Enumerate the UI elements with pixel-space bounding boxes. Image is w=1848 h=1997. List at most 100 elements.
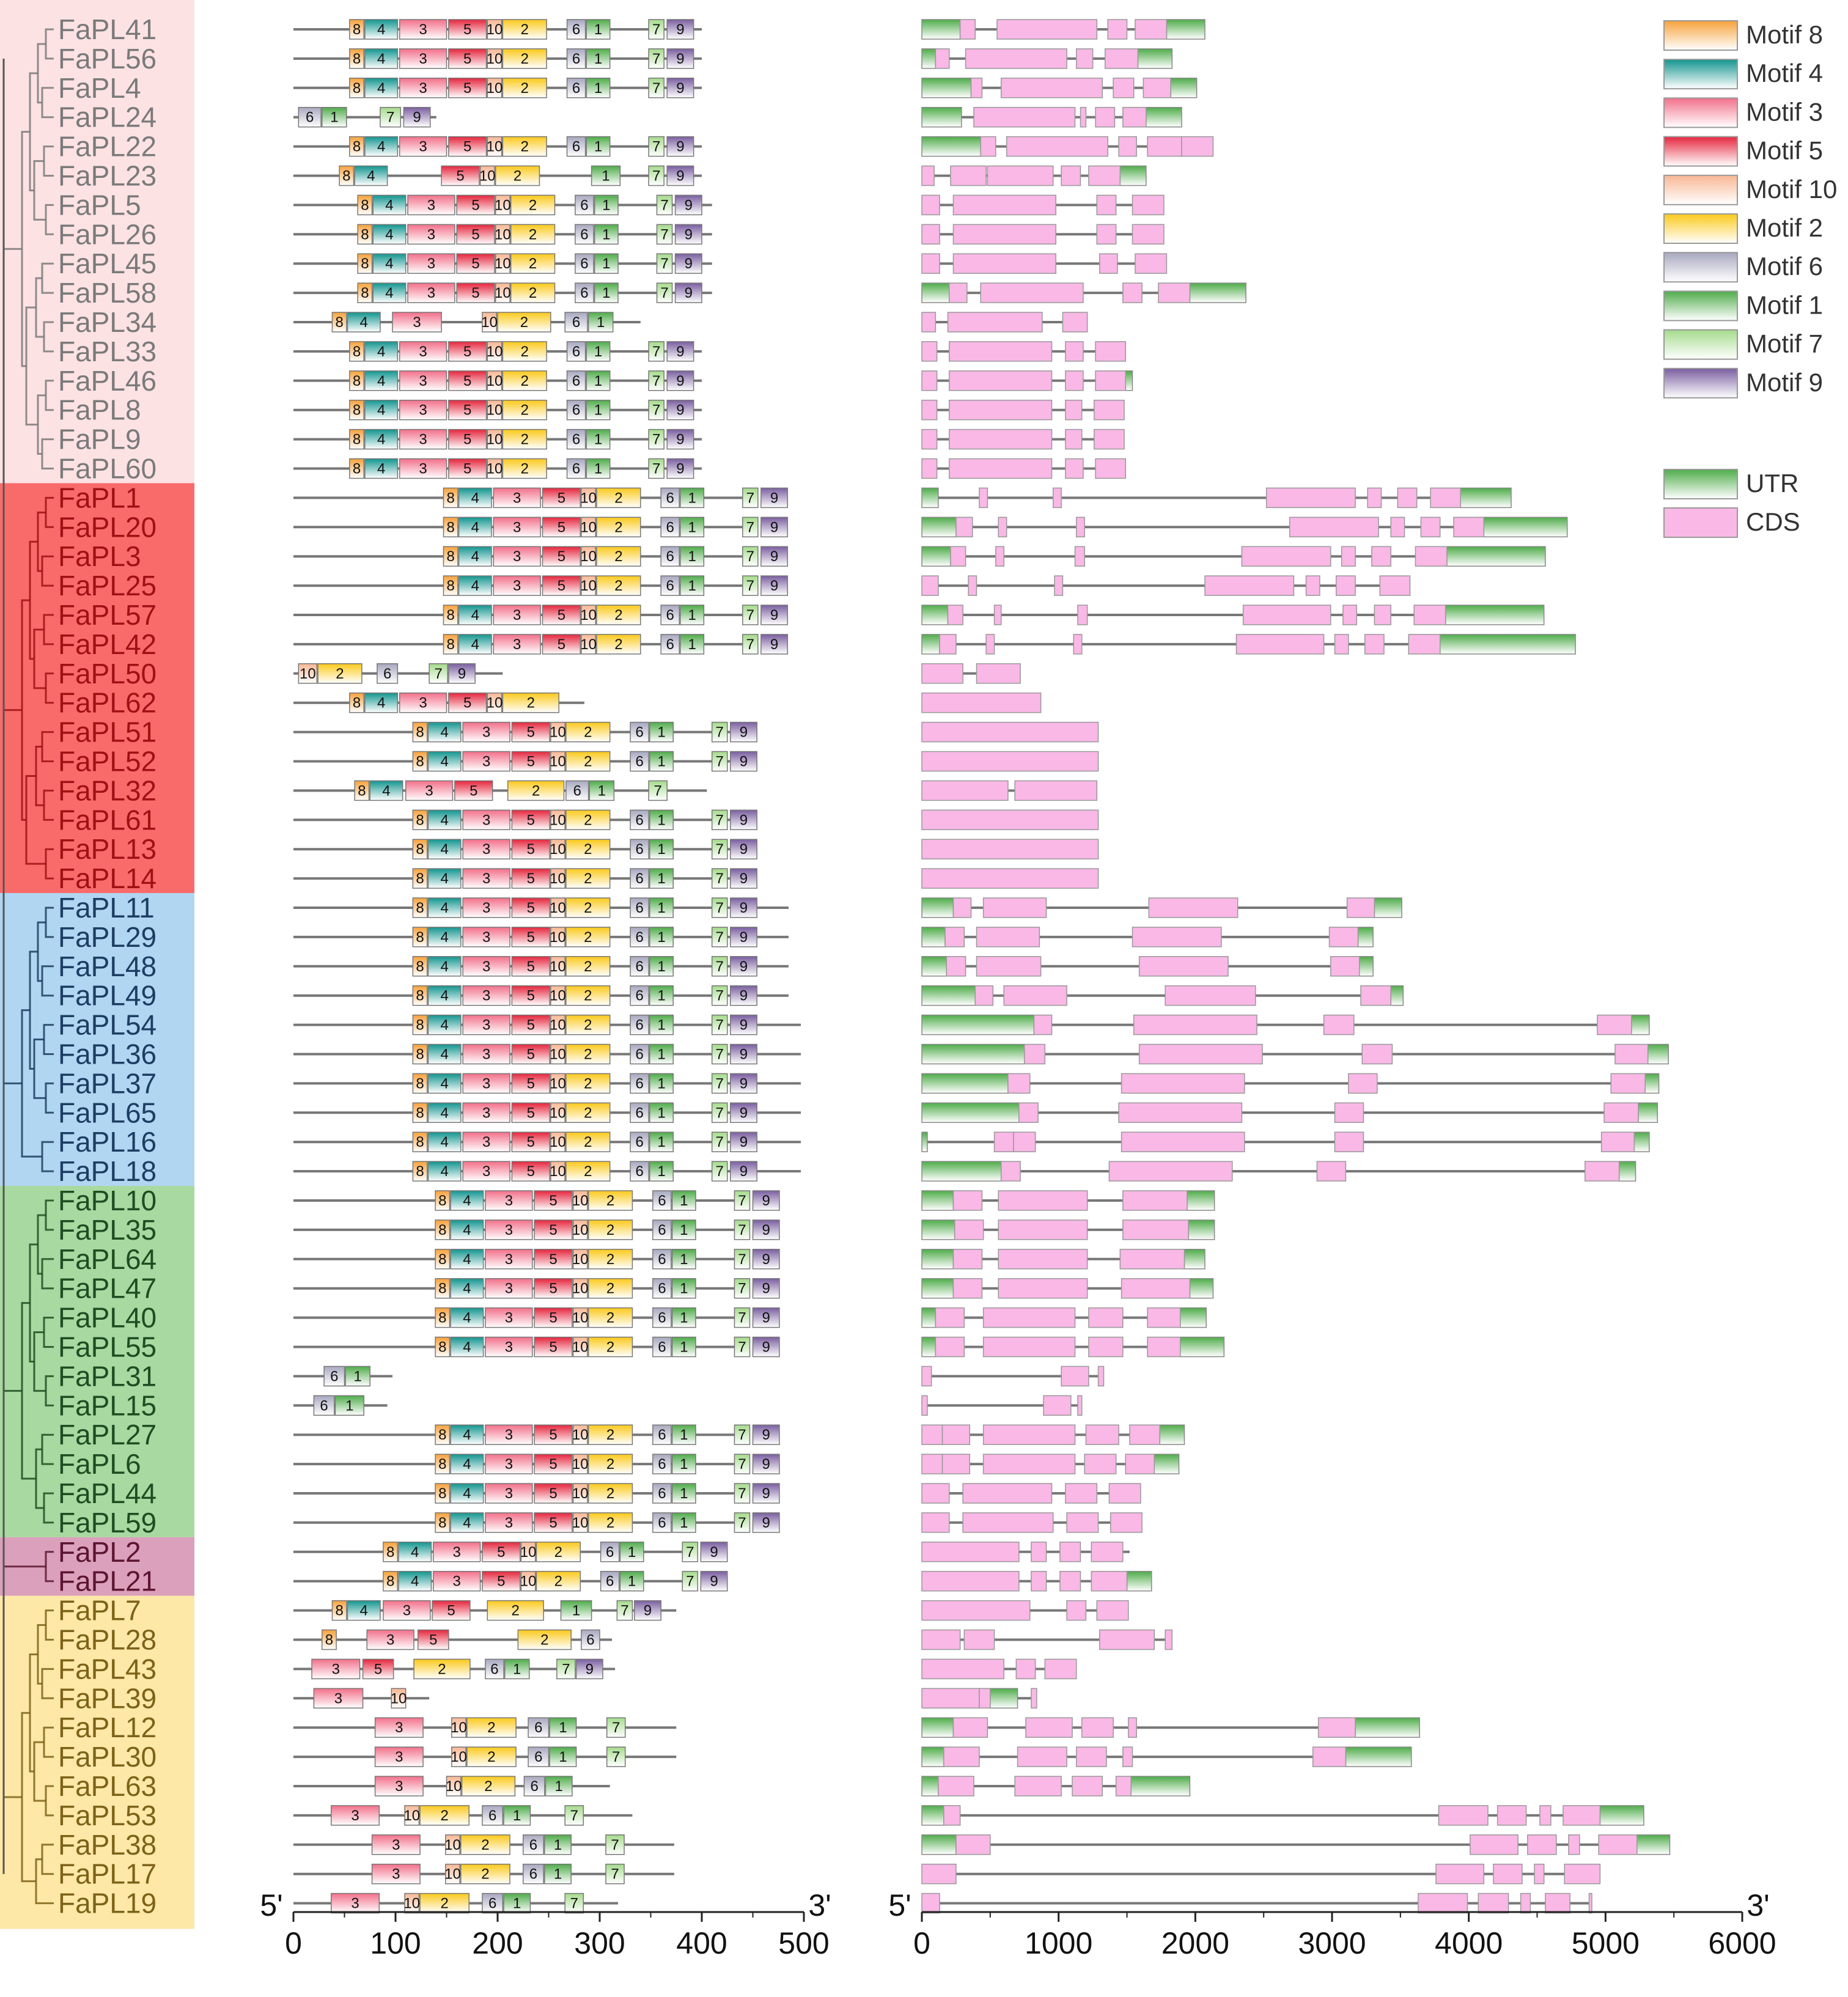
gene-label: FaPL49	[58, 980, 156, 1012]
cds-segment	[921, 809, 1099, 831]
motif-number: 10	[487, 80, 503, 97]
motif-number: 6	[580, 226, 588, 243]
motif-number: 4	[377, 51, 385, 67]
motif-box-9	[666, 341, 694, 362]
motif-number: 2	[512, 1603, 520, 1619]
motif-box-3	[462, 868, 510, 889]
motif-box-3	[374, 1776, 424, 1797]
motif-number: 10	[481, 314, 498, 331]
cds-segment	[1091, 1542, 1124, 1562]
motif-number: 6	[635, 929, 643, 946]
cds-segment	[1095, 341, 1127, 362]
cds-segment	[1122, 1746, 1133, 1767]
cds-segment	[921, 1600, 1031, 1621]
motif-number: 3	[395, 1719, 403, 1736]
motif-box-7	[648, 136, 664, 157]
motif-number: 6	[635, 1163, 643, 1180]
motif-number: 1	[680, 1339, 688, 1356]
motif-box-8	[443, 605, 458, 625]
cds-segment	[921, 1395, 928, 1416]
motif-box-9	[448, 663, 476, 684]
motif-number: 3	[513, 636, 521, 653]
cds-segment	[1147, 136, 1182, 157]
cds-segment	[921, 312, 937, 333]
motif-box-8	[357, 282, 373, 303]
motif-number: 6	[635, 841, 643, 858]
motif-number: 6	[635, 1105, 643, 1121]
clade-band-blue	[0, 893, 194, 1186]
motif-number: 1	[628, 1544, 636, 1561]
motif-number: 6	[383, 666, 391, 682]
cds-segment	[1077, 1395, 1083, 1416]
cds-segment	[1614, 1043, 1649, 1065]
cds-segment	[1181, 136, 1214, 157]
motif-box-3	[399, 136, 447, 157]
motif-number: 2	[521, 373, 529, 389]
cds-segment	[963, 1629, 995, 1650]
motif-number: 9	[770, 490, 778, 506]
axis-tick-label: 0	[285, 1926, 302, 1960]
motif-number: 8	[438, 1456, 446, 1473]
motif-box-5	[511, 868, 550, 889]
motif-number: 6	[580, 197, 588, 213]
motif-box-2	[596, 634, 641, 655]
motif-box-1	[671, 1512, 696, 1533]
motif-box-7	[656, 194, 673, 216]
cds-segment	[952, 253, 1056, 274]
motif-number: 7	[738, 1427, 746, 1443]
axis-end-label: 3'	[1747, 1888, 1769, 1922]
motif-number: 10	[391, 1690, 407, 1707]
motif-box-3	[485, 1219, 533, 1240]
motif-box-7	[616, 1600, 633, 1621]
motif-number: 4	[440, 1105, 448, 1121]
motif-number: 5	[497, 1573, 505, 1590]
motif-number: 3	[513, 607, 521, 623]
motif-number: 5	[558, 636, 565, 653]
cds-segment	[1075, 517, 1085, 538]
motif-number: 4	[471, 636, 479, 653]
cds-segment	[941, 1424, 971, 1445]
motif-number: 2	[606, 1310, 614, 1326]
motif-number: 6	[635, 754, 643, 770]
motif-box-4	[347, 312, 381, 333]
motif-box-9	[730, 751, 757, 772]
cds-segment	[1334, 1131, 1364, 1152]
motif-box-6	[298, 106, 322, 128]
motif-box-10	[581, 634, 597, 655]
legend-swatch-motif-4	[1663, 59, 1738, 90]
cds-segment	[1096, 194, 1117, 216]
motif-number: 8	[447, 636, 455, 653]
motif-box-6	[564, 312, 588, 333]
cds-segment	[1545, 1892, 1570, 1914]
gene-label: FaPL32	[58, 774, 156, 806]
motif-box-5	[448, 428, 487, 450]
motif-number: 1	[680, 1222, 688, 1238]
motif-number: 4	[377, 695, 385, 712]
motif-box-10	[550, 721, 565, 743]
motif-number: 3	[386, 1632, 394, 1649]
clade-band-yellow	[0, 1595, 194, 1929]
motif-number: 5	[469, 782, 477, 799]
cds-segment	[948, 428, 1053, 450]
motif-number: 6	[658, 1281, 666, 1297]
motif-box-2	[502, 370, 547, 391]
utr-segment	[1357, 927, 1374, 947]
motif-number: 3	[505, 1281, 513, 1297]
motif-box-9	[666, 136, 694, 157]
utr-segment	[1125, 370, 1133, 391]
motif-box-2	[460, 1863, 510, 1885]
motif-number: 9	[676, 80, 684, 97]
motif-number: 2	[532, 782, 540, 799]
motif-box-7	[648, 399, 664, 421]
motif-box-5	[534, 1336, 573, 1358]
motif-box-8	[412, 1161, 428, 1182]
cds-segment	[921, 165, 935, 186]
motif-box-9	[752, 1424, 780, 1445]
motif-box-4	[427, 985, 462, 1006]
motif-number: 1	[688, 519, 696, 535]
motif-number: 6	[572, 461, 580, 477]
motif-number: 4	[440, 870, 448, 887]
motif-number: 8	[416, 929, 424, 946]
motif-number: 10	[550, 1105, 566, 1121]
motif-number: 6	[635, 724, 643, 741]
